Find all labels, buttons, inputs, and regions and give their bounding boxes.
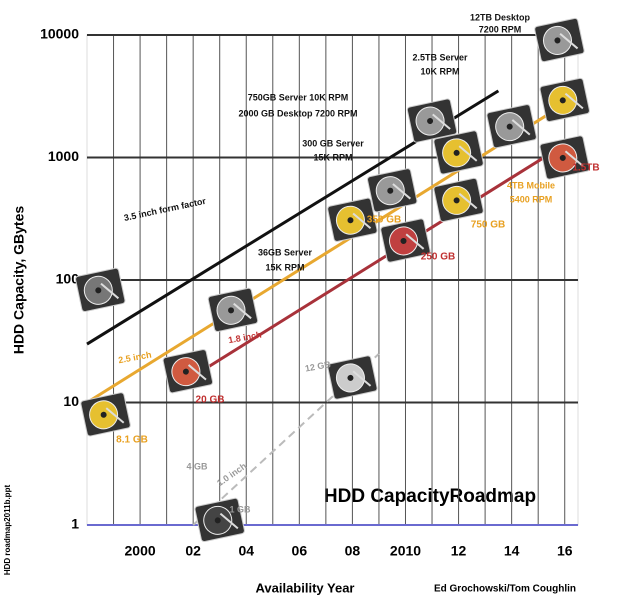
annotation: 7200 RPM — [479, 24, 522, 34]
annotation: 2000 GB Desktop 7200 RPM — [238, 108, 357, 118]
x-tick-label: 16 — [557, 543, 573, 559]
y-tick-label: 10000 — [40, 26, 79, 42]
annotation: 20 GB — [196, 395, 225, 406]
x-tick-label: 04 — [238, 543, 254, 559]
annotation: 36GB Server — [258, 247, 313, 257]
annotation: 1 GB — [229, 504, 251, 514]
x-tick-label: 08 — [345, 543, 361, 559]
x-tick-label: 02 — [185, 543, 201, 559]
annotation: 5400 RPM — [510, 194, 553, 204]
annotation: 8.1 GB — [116, 435, 148, 446]
credit: Ed Grochowski/Tom Coughlin — [434, 584, 576, 595]
annotation: 15K RPM — [265, 262, 304, 272]
x-tick-label: 2000 — [125, 543, 156, 559]
y-tick-label: 1 — [71, 516, 79, 532]
annotation: 750GB Server 10K RPM — [248, 92, 349, 102]
annotation: 1.5TB — [572, 163, 599, 174]
file-note: HDD roadmap2011b.ppt — [3, 485, 12, 576]
chart-title: HDD CapacityRoadmap — [324, 486, 536, 507]
x-tick-label: 12 — [451, 543, 467, 559]
annotation: 4TB Mobile — [507, 180, 555, 190]
y-tick-label: 10 — [63, 393, 79, 409]
x-axis-label: Availability Year — [255, 580, 354, 595]
chart: HDD CapacityRoadmap Availability Year Ed… — [0, 0, 619, 598]
annotation: 15K RPM — [313, 152, 352, 162]
annotation: 300 GB Server — [302, 138, 364, 148]
x-tick-label: 06 — [292, 543, 308, 559]
annotation: 750 GB — [471, 220, 505, 231]
x-tick-label: 14 — [504, 543, 520, 559]
x-tick-label: 2010 — [390, 543, 421, 559]
y-axis-label: HDD Capacity, GBytes — [11, 206, 27, 355]
annotation: 10K RPM — [420, 66, 459, 76]
annotation: 250 GB — [421, 252, 455, 263]
annotation: 2.5TB Server — [412, 52, 468, 62]
y-tick-label: 1000 — [48, 148, 79, 164]
annotation: 4 GB — [186, 461, 208, 471]
annotation: 12TB Desktop — [470, 12, 531, 22]
annotation: 350 GB — [367, 215, 401, 226]
